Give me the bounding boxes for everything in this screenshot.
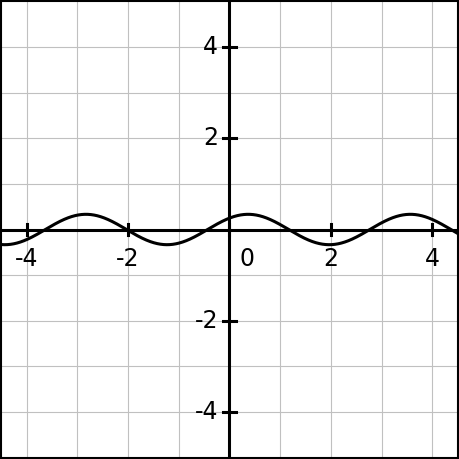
Text: -2: -2 xyxy=(195,309,218,333)
Text: -2: -2 xyxy=(117,247,140,271)
Text: -4: -4 xyxy=(195,400,218,424)
Text: 2: 2 xyxy=(203,126,218,150)
Text: 4: 4 xyxy=(203,35,218,59)
Text: 2: 2 xyxy=(324,247,338,271)
Text: 0: 0 xyxy=(240,247,255,271)
Text: 4: 4 xyxy=(425,247,440,271)
Text: -4: -4 xyxy=(15,247,39,271)
